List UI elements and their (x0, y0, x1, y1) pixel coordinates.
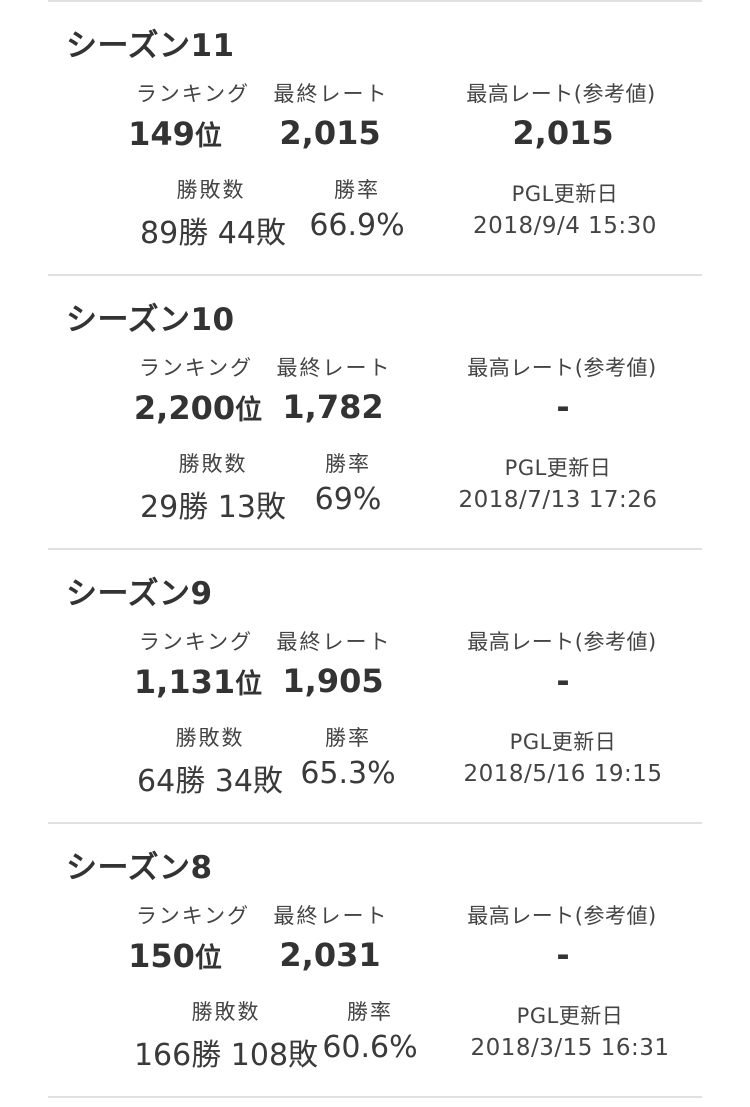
max-rate-value: - (556, 662, 570, 700)
win-rate-value: 65.3% (300, 756, 396, 791)
season-card: シーズン11 ランキング 最終レート 最高レート(参考値) 149位 2,015… (48, 0, 702, 276)
season-title: シーズン9 (66, 576, 213, 612)
ranking-value: 1,131位 (88, 662, 308, 701)
season-title: シーズン8 (66, 850, 213, 886)
ranking-label: ランキング (138, 356, 254, 380)
win-rate-label: 勝率 (347, 1000, 393, 1024)
ranking-value: 150位 (65, 936, 285, 975)
ranking-value: 149位 (65, 114, 285, 153)
win-loss-value: 166勝 108敗 (133, 1038, 319, 1073)
max-rate-label: 最高レート(参考値) (467, 356, 657, 380)
season-card: シーズン8 ランキング 最終レート 最高レート(参考値) 150位 2,031 … (48, 822, 702, 1098)
pgl-updated-value: 2018/7/13 17:26 (458, 487, 658, 513)
ranking-value: 2,200位 (88, 388, 308, 427)
max-rate-label: 最高レート(参考値) (466, 82, 656, 106)
max-rate-value: 2,015 (512, 114, 614, 152)
win-rate-label: 勝率 (325, 726, 371, 750)
rank-unit: 位 (194, 121, 222, 152)
final-rate-label: 最終レート (276, 630, 392, 654)
season-card: シーズン9 ランキング 最終レート 最高レート(参考値) 1,131位 1,90… (48, 548, 702, 824)
pgl-updated-value: 2018/3/15 16:31 (470, 1035, 670, 1061)
win-loss-label: 勝敗数 (191, 1000, 261, 1024)
final-rate-value: 1,905 (282, 662, 384, 700)
rank-unit: 位 (194, 943, 222, 974)
ranking-label: ランキング (138, 630, 254, 654)
final-rate-value: 2,031 (279, 936, 381, 974)
final-rate-label: 最終レート (273, 904, 389, 928)
pgl-updated-value: 2018/9/4 15:30 (473, 213, 657, 239)
pgl-updated-label: PGL更新日 (511, 182, 619, 206)
win-loss-value: 29勝 13敗 (140, 490, 286, 525)
win-rate-value: 69% (314, 482, 382, 517)
season-card: シーズン10 ランキング 最終レート 最高レート(参考値) 2,200位 1,7… (48, 274, 702, 550)
win-loss-label: 勝敗数 (175, 726, 245, 750)
rank-number: 2,200 (133, 389, 236, 427)
season-title: シーズン10 (66, 302, 235, 338)
rank-unit: 位 (235, 395, 263, 426)
max-rate-value: - (556, 936, 570, 974)
pgl-updated-label: PGL更新日 (504, 456, 612, 480)
win-loss-label: 勝敗数 (176, 178, 246, 202)
season-title: シーズン11 (66, 28, 235, 64)
final-rate-value: 2,015 (279, 114, 381, 152)
rank-unit: 位 (235, 669, 263, 700)
win-rate-label: 勝率 (325, 452, 371, 476)
pgl-updated-label: PGL更新日 (516, 1004, 624, 1028)
rank-number: 149 (128, 115, 195, 153)
win-loss-value: 89勝 44敗 (140, 216, 286, 251)
final-rate-label: 最終レート (273, 82, 389, 106)
max-rate-label: 最高レート(参考値) (467, 630, 657, 654)
ranking-label: ランキング (135, 904, 251, 928)
win-loss-label: 勝敗数 (178, 452, 248, 476)
rank-number: 1,131 (133, 663, 236, 701)
max-rate-value: - (556, 388, 570, 426)
win-rate-value: 66.9% (309, 208, 405, 243)
final-rate-label: 最終レート (276, 356, 392, 380)
top-divider (48, 0, 702, 2)
win-rate-label: 勝率 (334, 178, 380, 202)
pgl-updated-label: PGL更新日 (509, 730, 617, 754)
win-rate-value: 60.6% (322, 1030, 418, 1065)
rank-number: 150 (128, 937, 195, 975)
final-rate-value: 1,782 (282, 388, 384, 426)
ranking-label: ランキング (135, 82, 251, 106)
pgl-updated-value: 2018/5/16 19:15 (463, 761, 663, 787)
max-rate-label: 最高レート(参考値) (467, 904, 657, 928)
win-loss-value: 64勝 34敗 (137, 764, 283, 799)
